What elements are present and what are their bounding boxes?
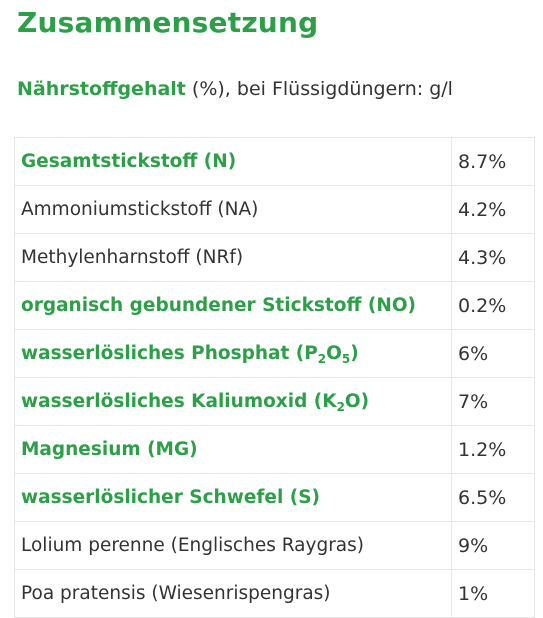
table-row: Gesamtstickstoff (N) 8.7% <box>14 137 535 186</box>
table-row: Methylenharnstoff (NRf) 4.3% <box>14 233 535 282</box>
table-row: Lolium perenne (Englisches Raygras) 9% <box>14 521 535 570</box>
label-part: wasserlösliches Kaliumoxid (K <box>21 391 337 412</box>
table-row: Ammoniumstickstoff (NA) 4.2% <box>14 185 535 234</box>
row-value: 6.5% <box>451 473 535 522</box>
table-row: Poa pratensis (Wiesenrispengras) 1% <box>14 569 535 618</box>
row-label: Magnesium (MG) <box>14 425 452 474</box>
row-value: 7% <box>451 377 535 426</box>
row-value: 8.7% <box>451 137 535 186</box>
subscript: 2 <box>336 400 345 414</box>
row-label: Methylenharnstoff (NRf) <box>14 233 452 282</box>
row-value: 4.3% <box>451 233 535 282</box>
table-row: organisch gebundener Stickstoff (NO) 0.2… <box>14 281 535 330</box>
row-label: Ammoniumstickstoff (NA) <box>14 185 452 234</box>
row-value: 4.2% <box>451 185 535 234</box>
label-part: wasserlösliches Phosphat (P <box>21 343 318 364</box>
table-row: wasserlösliches Phosphat (P2O5) 6% <box>14 329 535 378</box>
row-label: Gesamtstickstoff (N) <box>14 137 452 186</box>
page-title: Zusammensetzung <box>17 6 319 39</box>
row-label: Poa pratensis (Wiesenrispengras) <box>14 569 452 618</box>
composition-table: Gesamtstickstoff (N) 8.7% Ammoniumsticks… <box>14 137 535 618</box>
label-part: ) <box>350 343 359 364</box>
table-row: Magnesium (MG) 1.2% <box>14 425 535 474</box>
row-value: 9% <box>451 521 535 570</box>
row-label: organisch gebundener Stickstoff (NO) <box>14 281 452 330</box>
subscript: 5 <box>341 352 351 366</box>
row-label: wasserlöslicher Schwefel (S) <box>14 473 452 522</box>
row-value: 1% <box>451 569 535 618</box>
row-label: wasserlösliches Kaliumoxid (K2O) <box>14 377 452 426</box>
row-value: 6% <box>451 329 535 378</box>
row-value: 0.2% <box>451 281 535 330</box>
table-row: wasserlöslicher Schwefel (S) 6.5% <box>14 473 535 522</box>
row-label: Lolium perenne (Englisches Raygras) <box>14 521 452 570</box>
nutrient-subtitle: Nährstoffgehalt (%), bei Flüssigdüngern:… <box>17 78 453 100</box>
subtitle-rest: (%), bei Flüssigdüngern: g/l <box>185 78 453 100</box>
table-row: wasserlösliches Kaliumoxid (K2O) 7% <box>14 377 535 426</box>
label-part: O) <box>344 391 370 412</box>
row-value: 1.2% <box>451 425 535 474</box>
subscript: 2 <box>317 352 327 366</box>
subtitle-bold: Nährstoffgehalt <box>17 78 186 100</box>
label-part: O <box>326 343 342 364</box>
row-label: wasserlösliches Phosphat (P2O5) <box>14 329 452 378</box>
